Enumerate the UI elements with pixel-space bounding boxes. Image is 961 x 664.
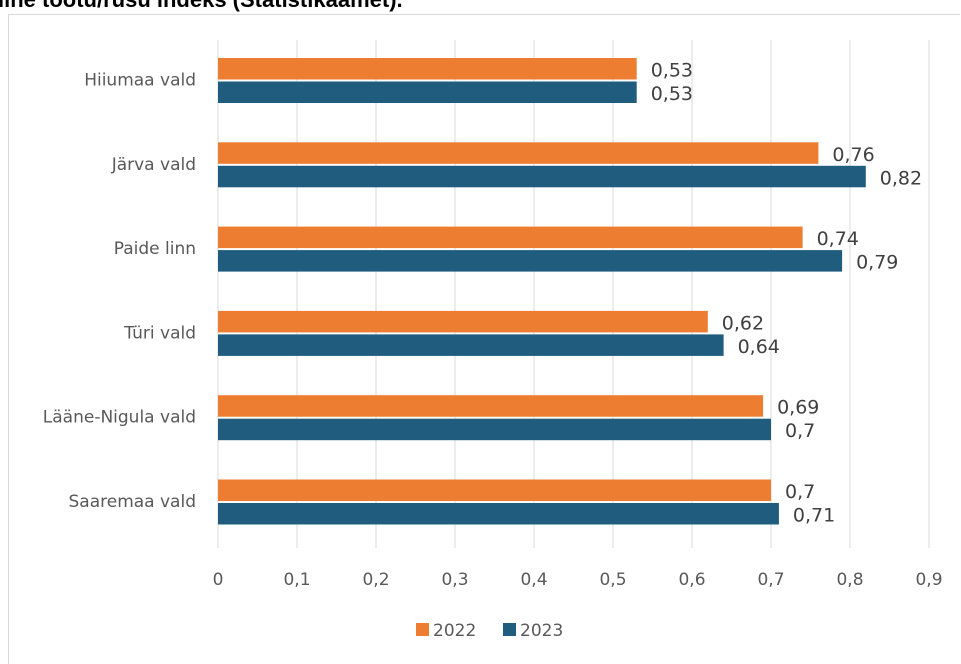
bar-2022 <box>218 310 708 333</box>
x-tick-label: 0,7 <box>757 570 784 590</box>
bar-2023 <box>218 165 866 188</box>
category-label: Hiiumaa vald <box>84 71 196 91</box>
category-label: Paide linn <box>114 239 196 259</box>
x-tick-labels: 0 0,1 0,2 0,3 0,4 0,5 0,6 0,7 0,8 0,9 <box>213 570 943 590</box>
bar-2022 <box>218 142 819 164</box>
x-tick-label: 0,9 <box>915 570 942 590</box>
x-tick-label: 0,5 <box>599 570 626 590</box>
bar-2023 <box>218 81 637 103</box>
data-label: 0,79 <box>856 252 898 274</box>
data-label: 0,71 <box>793 505 835 527</box>
data-label: 0,74 <box>817 228 859 250</box>
legend-swatch <box>503 623 516 636</box>
x-tick-label: 0,8 <box>836 570 863 590</box>
data-label: 0,7 <box>785 481 815 503</box>
data-label: 0,69 <box>777 397 819 419</box>
data-label: 0,64 <box>738 336 780 358</box>
bars <box>218 58 866 525</box>
data-label: 0,7 <box>785 420 815 442</box>
bar-2022 <box>218 479 771 501</box>
data-label: 0,53 <box>651 83 693 105</box>
bar-2023 <box>218 418 771 441</box>
bar-2023 <box>218 503 779 525</box>
category-label: Järva vald <box>111 155 196 175</box>
legend: 2022 2023 <box>416 621 563 641</box>
x-tick-label: 0 <box>213 570 224 590</box>
bar-2022 <box>218 395 764 417</box>
data-label: 0,62 <box>722 312 764 334</box>
category-labels: Hiiumaa vald Järva vald Paide linn Türi val… <box>43 71 196 513</box>
x-tick-label: 0,3 <box>441 570 468 590</box>
gridlines <box>217 40 930 548</box>
chart-frame <box>8 14 960 664</box>
bar-2022 <box>218 58 637 80</box>
bar-2023 <box>218 334 724 356</box>
legend-label: 2023 <box>520 621 563 641</box>
legend-label: 2022 <box>433 621 476 641</box>
category-label: Türi vald <box>123 323 196 343</box>
category-label: Saaremaa vald <box>69 492 197 512</box>
x-tick-label: 0,1 <box>283 570 310 590</box>
data-label: 0,53 <box>651 60 693 82</box>
bar-2023 <box>218 250 843 272</box>
data-label: 0,82 <box>880 167 922 189</box>
legend-swatch <box>416 623 429 636</box>
data-label: 0,76 <box>832 144 874 166</box>
bar-2022 <box>218 226 803 249</box>
x-tick-label: 0,6 <box>678 570 705 590</box>
data-labels: 0,530,530,760,820,740,790,620,640,690,70… <box>651 60 922 527</box>
x-tick-label: 0,4 <box>520 570 547 590</box>
x-tick-label: 0,2 <box>362 570 389 590</box>
category-label: Lääne-Nigula vald <box>43 408 196 428</box>
chart-heading: line töötu/rusu indeks (Statistikaamet). <box>0 0 403 14</box>
